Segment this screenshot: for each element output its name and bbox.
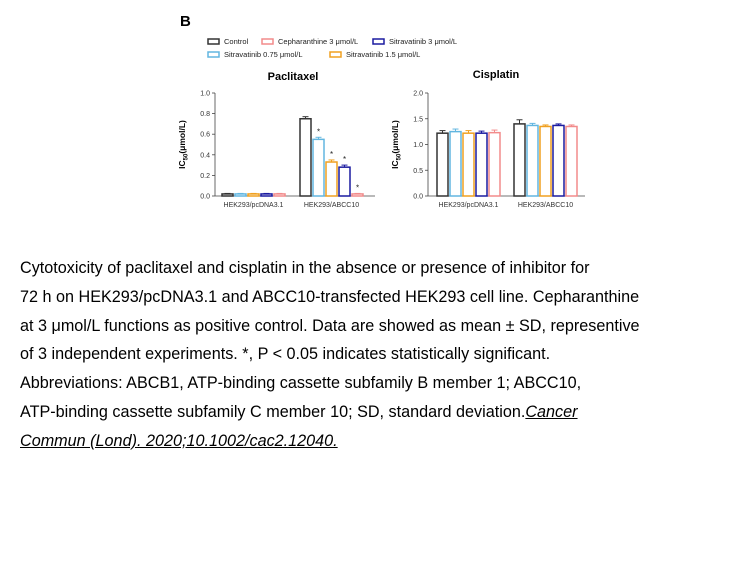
y-axis-label-sub: 50 <box>184 153 190 160</box>
bar <box>488 131 501 197</box>
y-axis-label-unit: (μmol/L) <box>390 120 400 154</box>
y-axis-label: IC50(μmol/L) <box>177 120 190 169</box>
caption-line: Abbreviations: ABCB1, ATP-binding casset… <box>20 374 582 393</box>
y-tick-label: 2.0 <box>413 91 423 98</box>
bar <box>221 193 234 197</box>
y-tick-label: 0.0 <box>200 194 210 201</box>
citation-link[interactable]: Commun (Lond). 2020;10.1002/cac2.12040. <box>20 431 338 450</box>
bar <box>539 125 552 197</box>
bar <box>260 193 273 197</box>
caption-line: Commun (Lond). 2020;10.1002/cac2.12040. <box>20 427 750 456</box>
y-tick-label: 0.6 <box>200 132 210 139</box>
x-tick-label: HEK293/pcDNA3.1 <box>224 202 284 209</box>
legend-swatch <box>207 38 220 45</box>
legend-label: Control <box>224 37 249 46</box>
bar <box>462 132 475 197</box>
y-tick-label: 0.2 <box>200 173 210 180</box>
legend-swatch <box>372 38 385 45</box>
caption-line: of 3 independent experiments. *, P < 0.0… <box>20 345 551 364</box>
significance-mark: * <box>343 155 346 164</box>
caption-line: ATP-binding cassette subfamily C member … <box>20 398 750 427</box>
y-axis-label-main: IC <box>390 160 400 169</box>
caption-line: Cytotoxicity of paclitaxel and cisplatin… <box>20 259 590 277</box>
y-axis-label-main: IC <box>177 160 187 169</box>
chart-title: Paclitaxel <box>268 71 319 83</box>
bar <box>436 132 449 197</box>
caption-line-text: ATP-binding cassette subfamily C member … <box>20 402 526 421</box>
figure: B Control Cepharanthine 3 μmol/L Sitravati… <box>177 13 585 209</box>
significance-mark: * <box>330 150 333 159</box>
chart-title: Cisplatin <box>473 69 520 81</box>
legend-swatch <box>261 38 274 45</box>
y-tick-label: 0.0 <box>413 194 423 201</box>
legend: Control Cepharanthine 3 μmol/L Sitravatini… <box>207 37 457 59</box>
legend-swatch <box>329 51 342 58</box>
paclitaxel-chart: Paclitaxel 0.0 0.2 0.4 0.6 0.8 1.0 IC50(μmol/L)… <box>177 71 375 209</box>
bar <box>299 118 312 197</box>
bar <box>513 123 526 197</box>
bar <box>351 193 364 197</box>
y-axis-label-unit: (μmol/L) <box>177 120 187 154</box>
legend-label: Sitravatinib 3 μmol/L <box>389 37 457 46</box>
legend-label: Cepharanthine 3 μmol/L <box>278 37 358 46</box>
bar <box>273 193 286 197</box>
bar <box>247 193 260 197</box>
bar <box>449 130 462 197</box>
y-tick-label: 1.0 <box>413 142 423 149</box>
x-tick-label: HEK293/pcDNA3.1 <box>439 202 499 209</box>
bar <box>234 193 247 197</box>
caption-line: 72 h on HEK293/pcDNA3.1 and ABCC10-trans… <box>20 287 640 306</box>
bar <box>526 124 539 197</box>
y-tick-label: 0.5 <box>413 168 423 175</box>
x-tick-label: HEK293/ABCC10 <box>518 202 573 209</box>
legend-label: Sitravatinib 1.5 μmol/L <box>346 50 420 59</box>
bar <box>325 161 338 197</box>
x-tick-label: HEK293/ABCC10 <box>304 202 359 209</box>
y-tick-label: 0.8 <box>200 111 210 118</box>
cisplatin-chart: Cisplatin 0.0 0.5 1.0 1.5 2.0 IC50(μmol/L) HEK2… <box>390 69 585 209</box>
y-tick-label: 1.0 <box>200 91 210 98</box>
bar <box>338 166 351 197</box>
y-tick-label: 0.4 <box>200 152 210 159</box>
citation-link[interactable]: Cancer <box>525 402 578 421</box>
bar <box>312 138 325 197</box>
significance-mark: * <box>356 183 359 192</box>
y-axis-label-sub: 50 <box>397 153 403 160</box>
y-tick-label: 1.5 <box>413 116 423 123</box>
significance-mark: * <box>317 127 320 136</box>
legend-label: Sitravatinib 0.75 μmol/L <box>224 50 303 59</box>
panel-label: B <box>180 13 191 30</box>
caption-line: at 3 μmol/L functions as positive contro… <box>20 316 640 335</box>
y-axis-label: IC50(μmol/L) <box>390 120 403 169</box>
bar <box>552 124 565 197</box>
bar <box>475 132 488 197</box>
figure-caption: Cytotoxicity of paclitaxel and cisplatin… <box>20 254 750 456</box>
bar <box>565 125 578 197</box>
legend-swatch <box>207 51 220 58</box>
